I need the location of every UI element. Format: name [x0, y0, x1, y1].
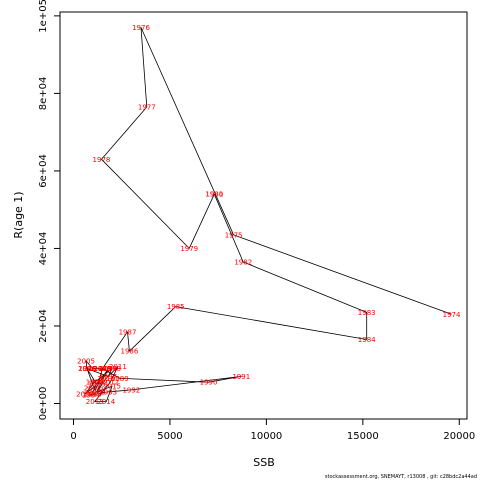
y-tick-label: 6e+04 — [38, 154, 49, 188]
year-label: 1981 — [205, 191, 223, 199]
year-label: 1995 — [88, 381, 106, 389]
year-label: 2003 — [94, 365, 112, 373]
year-label: 1985 — [167, 303, 185, 311]
year-label: 1983 — [358, 309, 376, 317]
year-label: 1988 — [94, 365, 112, 373]
year-label: 2005 — [77, 357, 95, 365]
year-label: 1997 — [99, 373, 117, 381]
year-label: 1979 — [180, 245, 198, 253]
y-tick-label: 0e+00 — [38, 387, 49, 421]
footer-text: stockassessment.org, SNEMAYT, r13008 , g… — [325, 474, 477, 480]
x-axis-label: SSB — [253, 456, 275, 469]
y-tick-label: 1e+05 — [38, 0, 49, 33]
x-tick-label: 0 — [70, 431, 76, 442]
recruitment-series — [84, 27, 452, 403]
year-label: 1977 — [138, 103, 156, 111]
year-label: 2009 — [88, 388, 106, 396]
x-tick-label: 5000 — [157, 431, 182, 442]
year-label: 1978 — [93, 156, 111, 164]
year-label: 1996 — [78, 365, 96, 373]
year-label: 2006 — [78, 365, 96, 373]
y-tick-label: 8e+04 — [38, 77, 49, 111]
year-label: 1987 — [119, 328, 137, 336]
year-label: 1999 — [86, 379, 104, 387]
x-tick-label: 15000 — [347, 431, 379, 442]
year-label: 2000 — [76, 390, 94, 398]
year-label: 2004 — [84, 365, 102, 373]
year-label: 2007 — [86, 386, 104, 394]
year-label: 1989 — [111, 375, 129, 383]
year-label: 2013 — [86, 398, 104, 406]
y-axis-label: R(age 1) — [12, 191, 25, 238]
year-label: 1974 — [443, 311, 461, 319]
y-axis: 0e+00 2e+04 4e+04 6e+04 8e+04 1e+05 — [38, 0, 60, 420]
year-label: 1991 — [232, 373, 250, 381]
series-line — [84, 27, 452, 403]
x-tick-label: 20000 — [443, 431, 475, 442]
year-label: 2012 — [101, 379, 119, 387]
year-label: 2001 — [84, 384, 102, 392]
year-label: 2014 — [97, 398, 115, 406]
year-label: 1980 — [205, 191, 223, 199]
year-label: 2011 — [109, 363, 127, 371]
year-label: 1990 — [200, 379, 218, 387]
year-label: 2008 — [99, 365, 117, 373]
year-label: 2002 — [90, 379, 108, 387]
year-label: 1998 — [103, 365, 121, 373]
year-label: 2015 — [103, 383, 121, 391]
year-label: 1992 — [122, 386, 140, 394]
year-label: 1976 — [132, 24, 150, 32]
x-axis: 0 5000 10000 15000 20000 — [70, 419, 475, 442]
year-label: 2010 — [97, 375, 115, 383]
year-label: 1982 — [234, 259, 252, 267]
year-label: 1993 — [99, 388, 117, 396]
year-label: 2016 — [84, 390, 102, 398]
year-label: 1984 — [358, 336, 376, 344]
x-tick-label: 10000 — [250, 431, 282, 442]
year-label: 1975 — [225, 231, 243, 239]
plot-frame — [59, 11, 468, 420]
year-label: 1994 — [82, 391, 100, 399]
year-label: 1986 — [121, 348, 139, 356]
y-tick-label: 2e+04 — [38, 309, 49, 343]
y-tick-label: 4e+04 — [38, 232, 49, 266]
